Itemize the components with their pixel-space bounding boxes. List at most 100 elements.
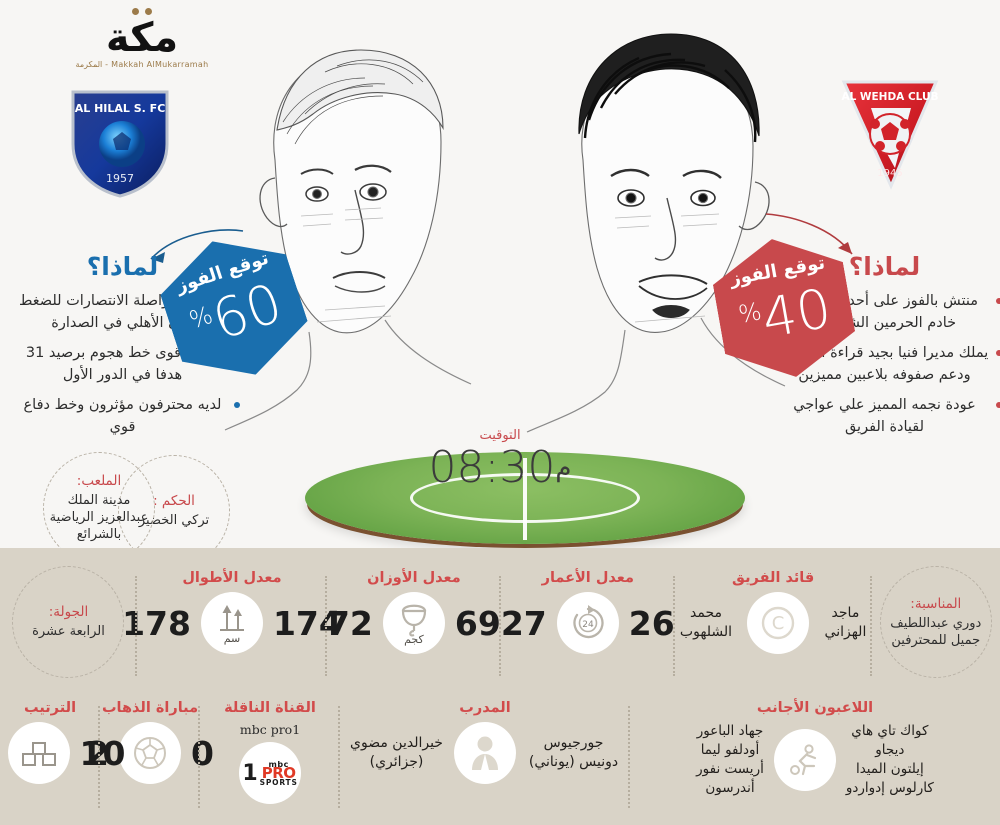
player-name: كارلوس إدواردو <box>845 780 934 796</box>
why-bullet: لديه محترفون مؤثرون وخط دفاع قوي <box>15 394 240 446</box>
clock-24-icon: 24 <box>556 592 619 654</box>
stadium-name: مدينة الملك عبدالعزيز الرياضية بالشرائع <box>49 493 149 542</box>
coach-right-name: جورجيوس دونيس (يوناني) <box>528 735 619 770</box>
stat-age: معدل الأعمار 26 24 27 <box>501 560 675 688</box>
stat-ranking: الترتيب 10 2 <box>0 690 125 820</box>
age-left-value: 27 <box>500 603 547 643</box>
mbc-logo-line2: PRO <box>261 763 296 782</box>
height-arrows-icon: سم <box>200 592 263 654</box>
weight-right-value: 69 <box>454 603 501 643</box>
weight-unit: كجم <box>404 632 424 646</box>
captain-armband-icon: C <box>747 592 810 654</box>
foreign-players-title: اللاعبون الأجانب <box>756 700 874 716</box>
svg-text:AL HILAL S. FC: AL HILAL S. FC <box>75 102 166 115</box>
portrait-sketch-right <box>515 10 815 440</box>
why-title-left: لماذا؟ <box>86 252 159 281</box>
captain-left-name: محمد الشلهوب <box>679 605 733 640</box>
channel-name: mbc pro1 <box>239 722 301 737</box>
why-bullet: عودة نجمه المميز علي عواجي لقيادة الفريق <box>777 394 1000 446</box>
occasion-bubble: المناسبة: دوري عبداللطيف جميل للمحترفين <box>879 566 992 678</box>
player-name: أريست نفور <box>696 761 764 777</box>
coach-title: المدرب <box>459 700 511 716</box>
first-leg-right-value: 0 <box>191 733 214 773</box>
running-player-icon <box>773 729 836 791</box>
stat-weight: معدل الأوزان 69 كجم 72 <box>327 560 501 688</box>
stat-height: معدل الأطوال 174 سم 178 <box>122 560 342 688</box>
two-dots-icon <box>62 8 222 15</box>
round-title: الجولة: <box>48 604 89 620</box>
prediction-number: 40 <box>757 276 836 351</box>
svg-text:AL WEHDA CLUB: AL WEHDA CLUB <box>841 91 938 103</box>
age-title: معدل الأعمار <box>541 570 634 586</box>
occasion-value: دوري عبداللطيف جميل للمحترفين <box>890 615 982 648</box>
portrait-sketch-left <box>205 10 505 440</box>
stat-occasion: المناسبة: دوري عبداللطيف جميل للمحترفين <box>872 560 1000 688</box>
foreign-players-right-list: كواك تاي هاي ديجاو إيلتون الميدا كارلوس … <box>846 722 934 798</box>
time-label: التوقيت <box>479 428 521 443</box>
svg-text:1945: 1945 <box>877 168 902 179</box>
height-unit: سم <box>223 631 241 645</box>
top-section: مكة Makkah AlMukarramah - المكرمة AL HIL… <box>15 8 1000 548</box>
round-value: الرابعة عشرة <box>32 624 105 639</box>
player-name: جهاد الباعور <box>696 723 764 739</box>
round-bubble: الجولة: الرابعة عشرة <box>12 566 125 678</box>
why-bullet: يملك مديرا فنيا بجيد قراءة الخصم، ودعم ص… <box>777 342 1000 394</box>
player-name: أندرسون <box>705 780 755 796</box>
svg-text:24: 24 <box>582 620 594 630</box>
pitch-graphic <box>305 452 745 544</box>
player-name: إيلتون الميدا <box>855 761 924 777</box>
captain-title: قائد الفريق <box>732 570 815 586</box>
occasion-title: المناسبة: <box>910 595 962 612</box>
height-right-value: 174 <box>272 603 342 643</box>
coach-person-icon <box>454 722 516 784</box>
player-name: أودلفو ليما <box>700 742 760 758</box>
channel-title: القناة الناقلة <box>224 700 316 716</box>
why-block-right: لماذا؟ منتش بالفوز على أحد في كأس خادم ا… <box>777 252 1000 446</box>
time-value: 08:30م <box>400 445 600 491</box>
why-bullet: يملك أقوى خط هجوم برصيد 31 هدفا في الدور… <box>15 342 240 394</box>
time-ampm: م <box>555 453 572 483</box>
svg-text:C: C <box>772 613 785 634</box>
stat-channel: القناة الناقلة mbc pro1 mbc PRO SPORTS 1 <box>200 690 340 820</box>
player-name: ديجاو <box>875 742 905 758</box>
referee-title: الحكم : <box>153 493 195 509</box>
stadium-bubble: الملعب: مدينة الملك عبدالعزيز الرياضية ب… <box>43 452 155 548</box>
captain-right-name: ماجد الهزاني <box>824 605 867 640</box>
weight-title: معدل الأوزان <box>367 570 461 586</box>
coach-left-name: خيرالدين مضوي (جزائري) <box>350 735 443 770</box>
time-digits: 08:30 <box>428 442 556 493</box>
height-left-value: 178 <box>122 603 191 643</box>
weight-scale-icon: كجم <box>382 592 445 654</box>
match-time: التوقيت 08:30م <box>400 428 600 491</box>
ranking-right-value: 10 <box>79 733 126 773</box>
why-title-right: لماذا؟ <box>848 252 921 281</box>
halfway-line <box>523 458 527 540</box>
brand-subtitle: Makkah AlMukarramah - المكرمة <box>75 60 209 69</box>
stadium-title: الملعب: <box>76 473 122 489</box>
mbc-logo-line1: mbc <box>268 759 289 769</box>
club-crest-alhilal: AL HILAL S. FC 1957 <box>65 82 175 200</box>
brand-word: مكة <box>105 15 179 61</box>
ranking-title: الترتيب <box>23 700 77 716</box>
arrow-pointer-left-icon <box>125 225 245 275</box>
first-leg-left-value: 2 <box>86 733 109 773</box>
football-icon <box>119 722 181 784</box>
podium-icon <box>7 722 70 784</box>
height-title: معدل الأطوال <box>182 570 282 586</box>
mbc-logo-number: 1 <box>242 760 258 786</box>
svg-text:1957: 1957 <box>106 172 134 185</box>
stat-first-leg: مباراة الذهاب 0 2 <box>86 690 214 820</box>
stat-captain: قائد الفريق ماجد الهزاني C محمد الشلهوب <box>675 560 872 688</box>
brand-logo: مكة Makkah AlMukarramah - المكرمة <box>62 8 222 80</box>
prediction-number: 60 <box>204 271 290 353</box>
first-leg-title: مباراة الذهاب <box>101 700 199 716</box>
player-name: كواك تاي هاي <box>851 723 929 739</box>
arrow-pointer-right-icon <box>760 210 880 265</box>
age-right-value: 26 <box>628 603 675 643</box>
mbc-logo-line3: SPORTS <box>259 777 298 787</box>
club-crest-alwehda: AL WEHDA CLUB 1945 <box>835 72 945 190</box>
stats-panel: المناسبة: دوري عبداللطيف جميل للمحترفين … <box>0 548 1000 825</box>
mbc-pro-sports-logo: mbc PRO SPORTS 1 <box>239 742 301 804</box>
stat-coach: المدرب جورجيوس دونيس (يوناني) خيرالدين م… <box>340 690 630 820</box>
